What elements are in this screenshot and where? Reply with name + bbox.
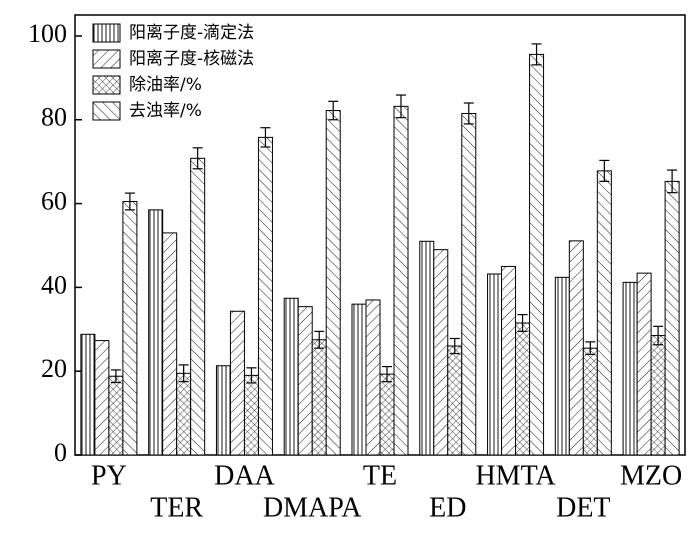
error-bar bbox=[314, 330, 325, 349]
error-bar bbox=[382, 365, 392, 383]
error-bar bbox=[531, 43, 542, 66]
legend-label: 阳离子度-核磁法 bbox=[129, 49, 254, 69]
bar bbox=[379, 373, 395, 456]
bar bbox=[94, 340, 110, 456]
bar bbox=[529, 53, 545, 456]
bar bbox=[582, 347, 598, 456]
bar bbox=[325, 110, 341, 456]
x-tick-label: TER bbox=[150, 492, 203, 523]
y-tick-label: 0 bbox=[54, 438, 67, 467]
error-bar bbox=[585, 341, 596, 356]
legend-swatch bbox=[92, 75, 121, 95]
error-bar bbox=[667, 169, 678, 194]
y-tick-label: 60 bbox=[41, 187, 67, 216]
bar bbox=[257, 136, 273, 456]
legend-swatch bbox=[92, 101, 121, 121]
y-tick-label: 100 bbox=[28, 19, 67, 48]
error-bar bbox=[260, 127, 271, 148]
bar bbox=[176, 372, 192, 456]
bar bbox=[393, 105, 409, 456]
bar bbox=[80, 333, 96, 456]
bar bbox=[365, 299, 381, 456]
bar bbox=[122, 200, 138, 456]
bar bbox=[515, 322, 531, 456]
bar bbox=[229, 310, 245, 456]
y-tick-label: 80 bbox=[41, 103, 67, 132]
x-tick-label: TE bbox=[363, 460, 397, 491]
bar bbox=[243, 374, 259, 456]
legend-label: 阳离子度-滴定法 bbox=[129, 23, 254, 43]
bar bbox=[664, 180, 680, 456]
bar bbox=[351, 303, 367, 456]
bar bbox=[297, 306, 313, 456]
bar bbox=[596, 170, 612, 456]
bar bbox=[487, 273, 503, 456]
x-tick-label: DET bbox=[556, 492, 610, 523]
x-tick-label: DMAPA bbox=[263, 492, 362, 523]
bar bbox=[190, 157, 206, 456]
bar bbox=[501, 265, 517, 456]
bar bbox=[447, 345, 463, 456]
bar bbox=[636, 272, 652, 456]
error-bar bbox=[449, 337, 460, 355]
error-bar bbox=[192, 147, 203, 170]
x-tick-label: MZO bbox=[620, 460, 682, 491]
error-bar bbox=[463, 102, 474, 125]
error-bar bbox=[178, 364, 189, 383]
error-bar bbox=[517, 314, 528, 332]
bar bbox=[461, 112, 477, 456]
bar bbox=[311, 339, 327, 456]
x-tick-label: DAA bbox=[214, 460, 275, 491]
legend-label: 去浊率/% bbox=[129, 101, 202, 121]
error-bar bbox=[396, 94, 406, 119]
bar bbox=[419, 240, 435, 456]
bar bbox=[162, 232, 178, 456]
error-bar bbox=[599, 159, 610, 182]
bar bbox=[622, 281, 638, 456]
bar bbox=[283, 297, 299, 456]
error-bar bbox=[246, 367, 257, 384]
bar bbox=[568, 240, 584, 456]
bar bbox=[215, 365, 231, 456]
x-tick-label: HMTA bbox=[475, 460, 556, 491]
error-bar bbox=[653, 325, 664, 346]
bar bbox=[650, 335, 666, 456]
error-bar bbox=[124, 192, 135, 211]
y-tick-label: 40 bbox=[41, 270, 67, 299]
legend-swatch bbox=[92, 49, 121, 69]
bar bbox=[108, 375, 124, 456]
legend-label: 除油率/% bbox=[129, 75, 202, 95]
bar bbox=[148, 209, 164, 456]
bar bbox=[554, 276, 570, 456]
bar bbox=[433, 249, 449, 456]
legend-swatch bbox=[92, 23, 121, 43]
y-tick-label: 20 bbox=[41, 354, 67, 383]
error-bar bbox=[328, 100, 339, 121]
x-tick-label: PY bbox=[91, 460, 127, 491]
x-tick-label: ED bbox=[429, 492, 466, 523]
error-bar bbox=[110, 369, 121, 384]
